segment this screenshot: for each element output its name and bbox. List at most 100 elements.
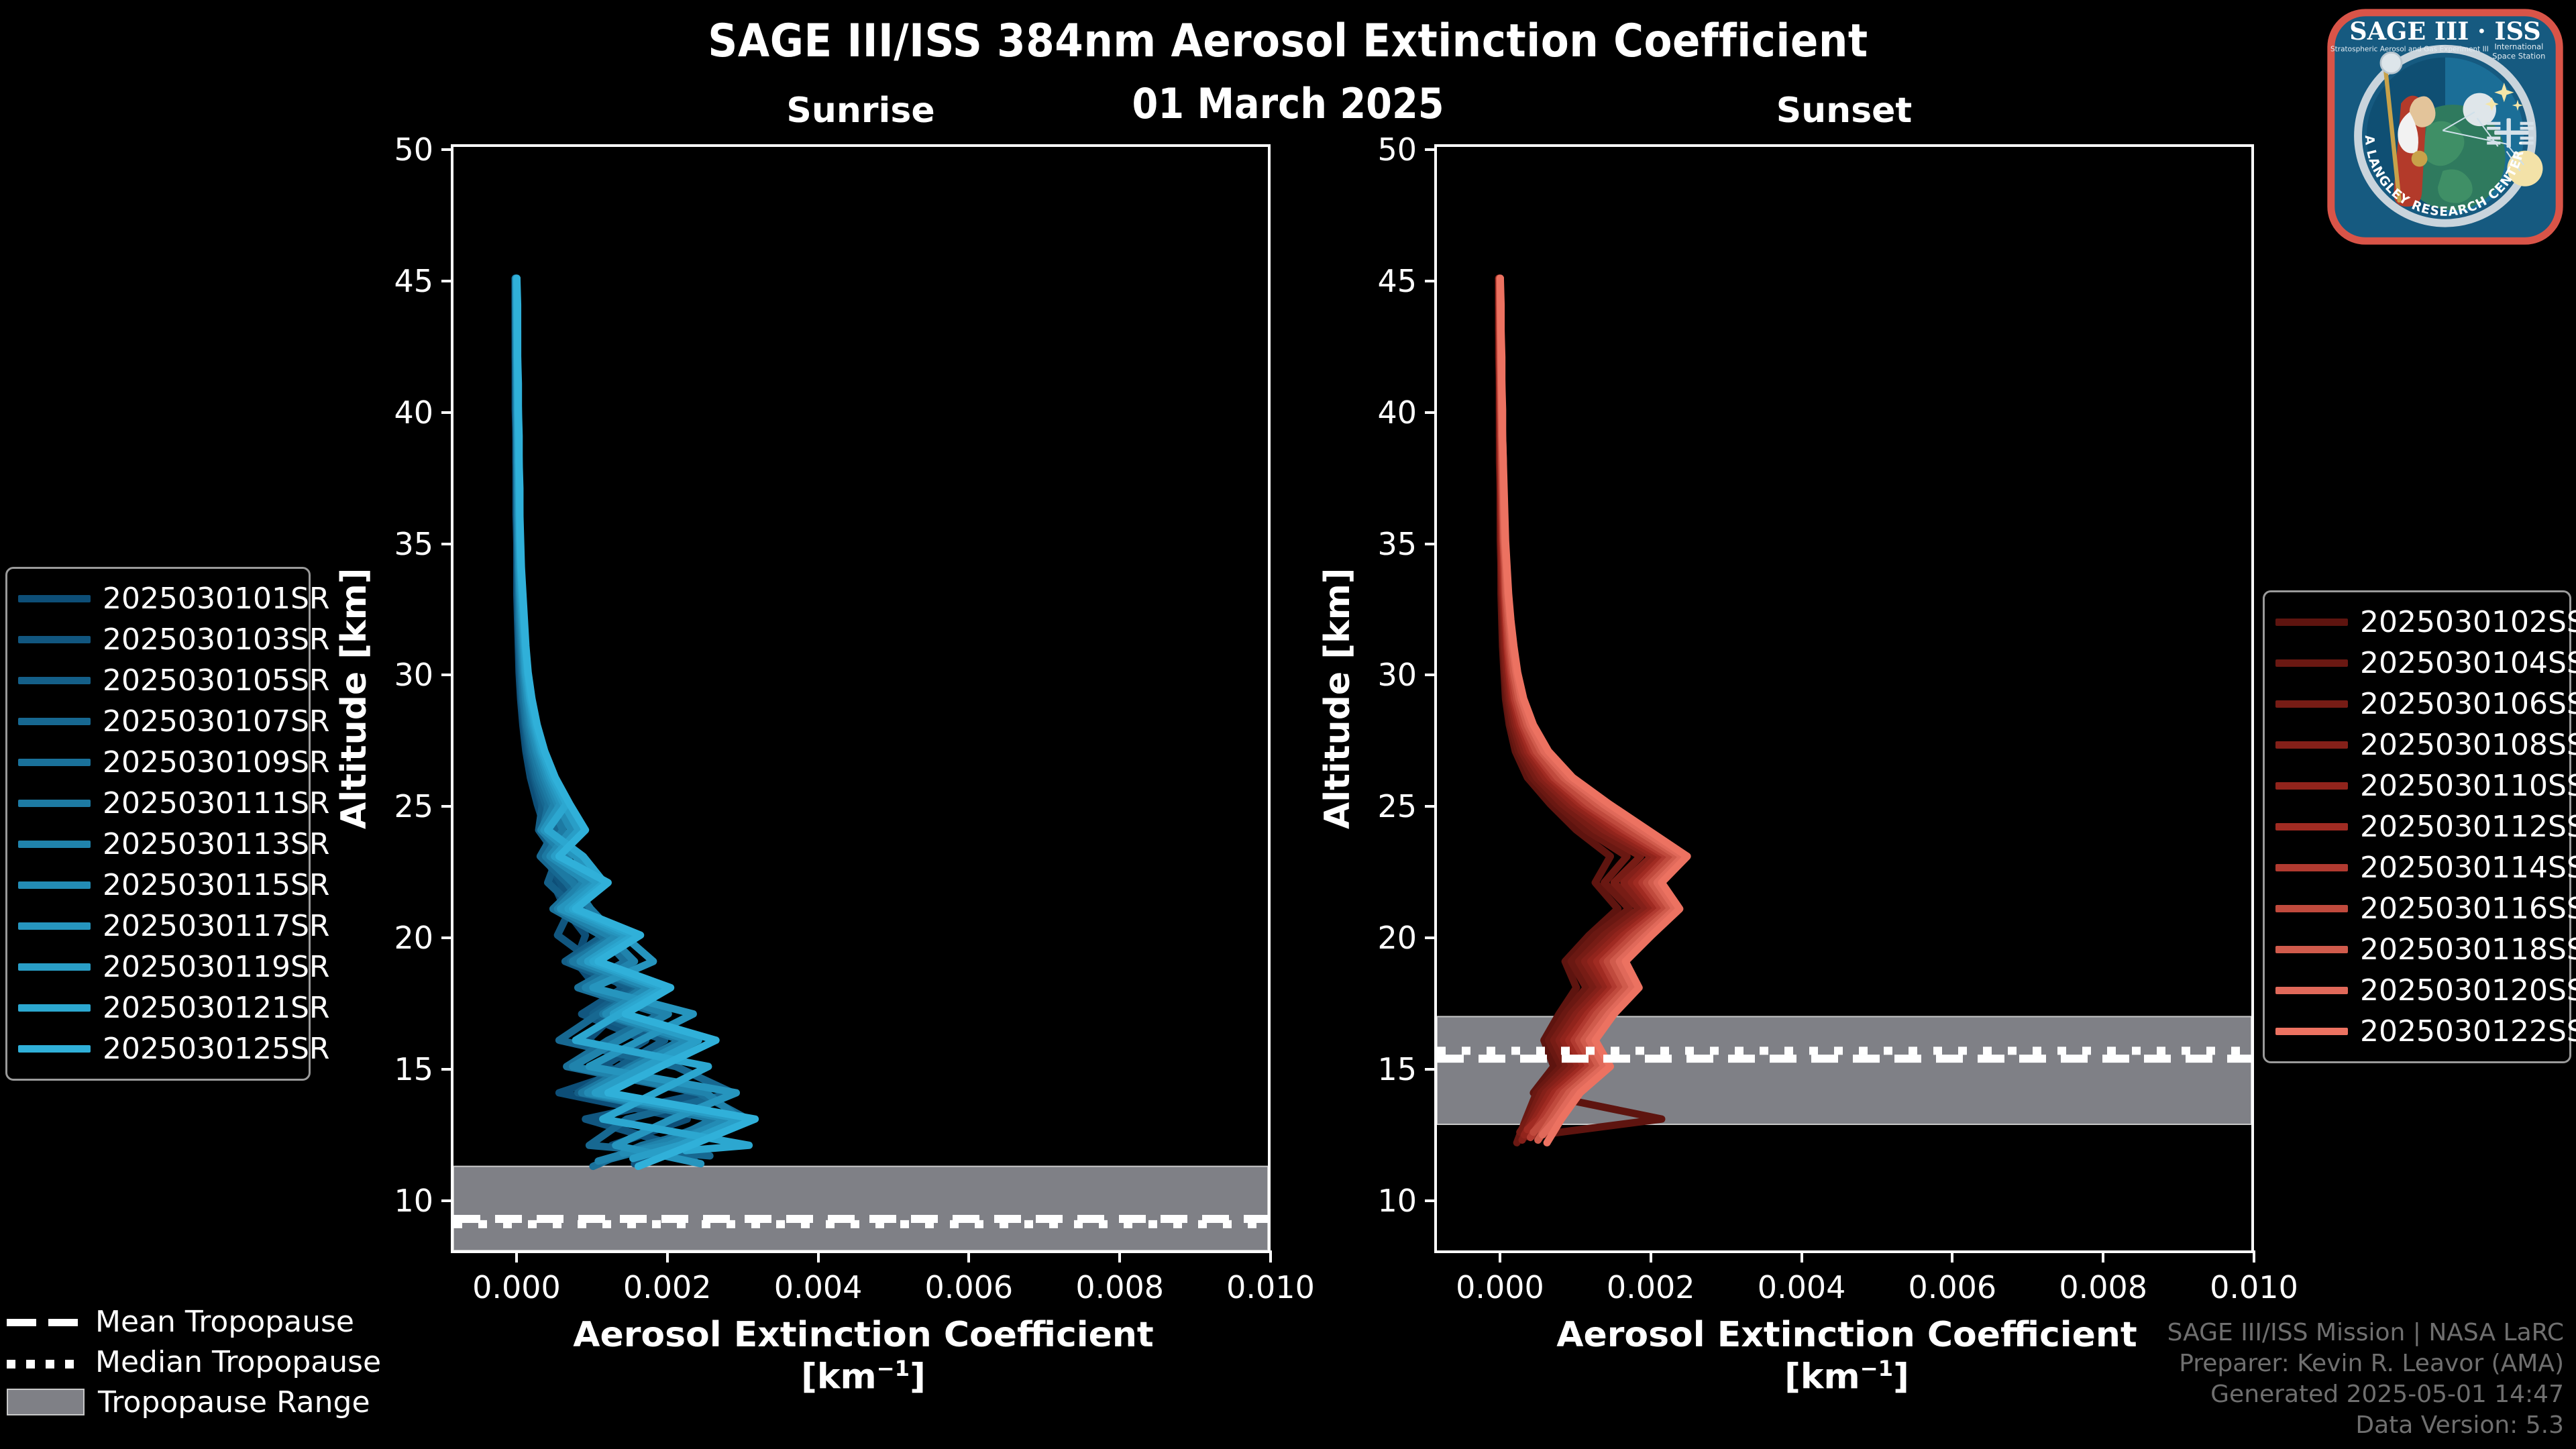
legend-item-2025030117SR[interactable]: 2025030117SR — [18, 906, 329, 947]
legend-color-swatch — [2275, 864, 2348, 871]
legend-item-2025030114SS[interactable]: 2025030114SS — [2275, 847, 2576, 888]
legend-label: 2025030102SS — [2360, 605, 2576, 639]
legend-label: 2025030103SR — [103, 623, 330, 657]
x-tick — [665, 1250, 669, 1263]
sunset-plot-area — [1437, 147, 2251, 1250]
y-tick-label: 40 — [1377, 394, 1417, 431]
legend-item-tropopause-range: Tropopause Range — [7, 1382, 370, 1422]
y-axis-label: Altitude [km] — [1318, 567, 1358, 829]
sunrise-series-legend[interactable]: 2025030101SR 2025030103SR 2025030105SR 2025… — [5, 567, 329, 1081]
legend-item-2025030110SS[interactable]: 2025030110SS — [2275, 765, 2576, 806]
sunrise-tropopause-range-band — [453, 1165, 1268, 1250]
y-tick-label: 15 — [394, 1051, 433, 1087]
x-tick-label: 0.004 — [1757, 1269, 1846, 1305]
y-tick-label: 45 — [1377, 262, 1417, 299]
legend-item-2025030106SS[interactable]: 2025030106SS — [2275, 684, 2576, 724]
sunrise-plot-area — [453, 147, 1268, 1250]
y-tick — [441, 148, 453, 151]
tropopause-legend: Mean Tropopause Median Tropopause Tropop… — [7, 1301, 381, 1422]
legend-item-2025030115SR[interactable]: 2025030115SR — [18, 865, 329, 906]
legend-item-2025030104SS[interactable]: 2025030104SS — [2275, 643, 2576, 684]
legend-label-median-tropopause: Median Tropopause — [95, 1344, 382, 1379]
legend-label-tropopause-range: Tropopause Range — [98, 1385, 370, 1419]
legend-color-swatch — [2275, 946, 2348, 953]
legend-label: 2025030116SS — [2360, 892, 2576, 926]
legend-item-2025030122SS[interactable]: 2025030122SS — [2275, 1011, 2576, 1052]
credit-line-preparer: Preparer: Kevin R. Leavor (AMA) — [2179, 1349, 2564, 1377]
y-tick-label: 50 — [394, 131, 433, 168]
sunrise-series-canvas — [453, 274, 1268, 1250]
legend-color-swatch — [18, 1045, 91, 1053]
legend-label: 2025030108SS — [2360, 728, 2576, 762]
y-tick-label: 50 — [1377, 131, 1417, 168]
x-axis-unit: [km−1] — [801, 1356, 926, 1397]
legend-color-swatch — [18, 1004, 91, 1012]
legend-item-2025030101SR[interactable]: 2025030101SR — [18, 578, 329, 619]
legend-item-2025030121SR[interactable]: 2025030121SR — [18, 987, 329, 1028]
y-tick — [1425, 279, 1437, 282]
x-axis-unit: [km−1] — [1784, 1356, 1909, 1397]
legend-item-2025030120SS[interactable]: 2025030120SS — [2275, 970, 2576, 1011]
legend-item-2025030119SR[interactable]: 2025030119SR — [18, 947, 329, 987]
legend-item-2025030103SR[interactable]: 2025030103SR — [18, 619, 329, 660]
y-tick-label: 35 — [1377, 525, 1417, 562]
y-tick — [441, 542, 453, 545]
legend-label: 2025030115SR — [103, 868, 330, 902]
y-tick — [441, 936, 453, 939]
y-tick-label: 20 — [1377, 920, 1417, 956]
dashed-line-icon — [7, 1313, 82, 1330]
legend-label: 2025030107SR — [103, 704, 330, 739]
legend-item-2025030111SR[interactable]: 2025030111SR — [18, 783, 329, 824]
y-tick — [441, 411, 453, 414]
legend-label: 2025030104SS — [2360, 646, 2576, 680]
y-tick — [1425, 1199, 1437, 1202]
legend-item-2025030116SS[interactable]: 2025030116SS — [2275, 888, 2576, 929]
legend-color-swatch — [18, 800, 91, 807]
credits-block: SAGE III/ISS Mission | NASA LaRC Prepare… — [2167, 1318, 2564, 1441]
logo-subtitle-right-2: Space Station — [2492, 51, 2545, 60]
credit-line-generated: Generated 2025-05-01 14:47 — [2210, 1380, 2564, 1408]
y-tick — [441, 1067, 453, 1071]
x-tick-label: 0.008 — [2059, 1269, 2148, 1305]
y-tick-label: 30 — [394, 657, 433, 694]
series-line-2025030115SR — [512, 274, 733, 1157]
x-tick — [1951, 1250, 1954, 1263]
sage3-iss-mission-patch-logo: SAGE III · ISS Stratospheric Aerosol and … — [2317, 0, 2568, 250]
legend-label: 2025030121SR — [103, 991, 330, 1025]
y-tick-label: 25 — [1377, 788, 1417, 825]
x-axis-label: Aerosol Extinction Coefficient [km−1] — [453, 1315, 1273, 1398]
legend-item-2025030109SR[interactable]: 2025030109SR — [18, 742, 329, 783]
logo-title: SAGE III · ISS — [2349, 17, 2540, 46]
legend-label: 2025030122SS — [2360, 1014, 2576, 1049]
legend-label: 2025030109SR — [103, 745, 330, 780]
legend-label: 2025030125SR — [103, 1032, 330, 1066]
legend-label: 2025030110SS — [2360, 769, 2576, 803]
dotted-line-icon — [7, 1353, 82, 1371]
legend-item-2025030112SS[interactable]: 2025030112SS — [2275, 806, 2576, 847]
x-tick-label: 0.002 — [1606, 1269, 1695, 1305]
x-tick-label: 0.006 — [1908, 1269, 1997, 1305]
date-subtitle: 01 March 2025 — [1132, 79, 1444, 128]
x-tick-label: 0.006 — [924, 1269, 1014, 1305]
legend-label: 2025030113SR — [103, 827, 330, 861]
series-line-2025030122SS — [1496, 274, 1691, 1146]
credit-line-mission: SAGE III/ISS Mission | NASA LaRC — [2167, 1318, 2564, 1346]
legend-label: 2025030119SR — [103, 950, 330, 984]
legend-color-swatch — [2275, 741, 2348, 749]
legend-item-2025030102SS[interactable]: 2025030102SS — [2275, 602, 2576, 643]
legend-color-swatch — [18, 636, 91, 643]
legend-color-swatch — [18, 963, 91, 971]
legend-item-2025030105SR[interactable]: 2025030105SR — [18, 660, 329, 701]
legend-item-2025030118SS[interactable]: 2025030118SS — [2275, 929, 2576, 970]
legend-item-2025030125SR[interactable]: 2025030125SR — [18, 1028, 329, 1069]
y-tick-label: 40 — [394, 394, 433, 431]
legend-color-swatch — [18, 841, 91, 848]
sunset-series-legend[interactable]: 2025030102SS 2025030104SS 2025030106SS 2025… — [2263, 590, 2576, 1063]
legend-item-2025030113SR[interactable]: 2025030113SR — [18, 824, 329, 865]
legend-color-swatch — [18, 595, 91, 602]
legend-color-swatch — [2275, 905, 2348, 912]
legend-item-2025030107SR[interactable]: 2025030107SR — [18, 701, 329, 742]
legend-item-2025030108SS[interactable]: 2025030108SS — [2275, 724, 2576, 765]
x-tick — [1649, 1250, 1652, 1263]
y-tick-label: 20 — [394, 920, 433, 956]
